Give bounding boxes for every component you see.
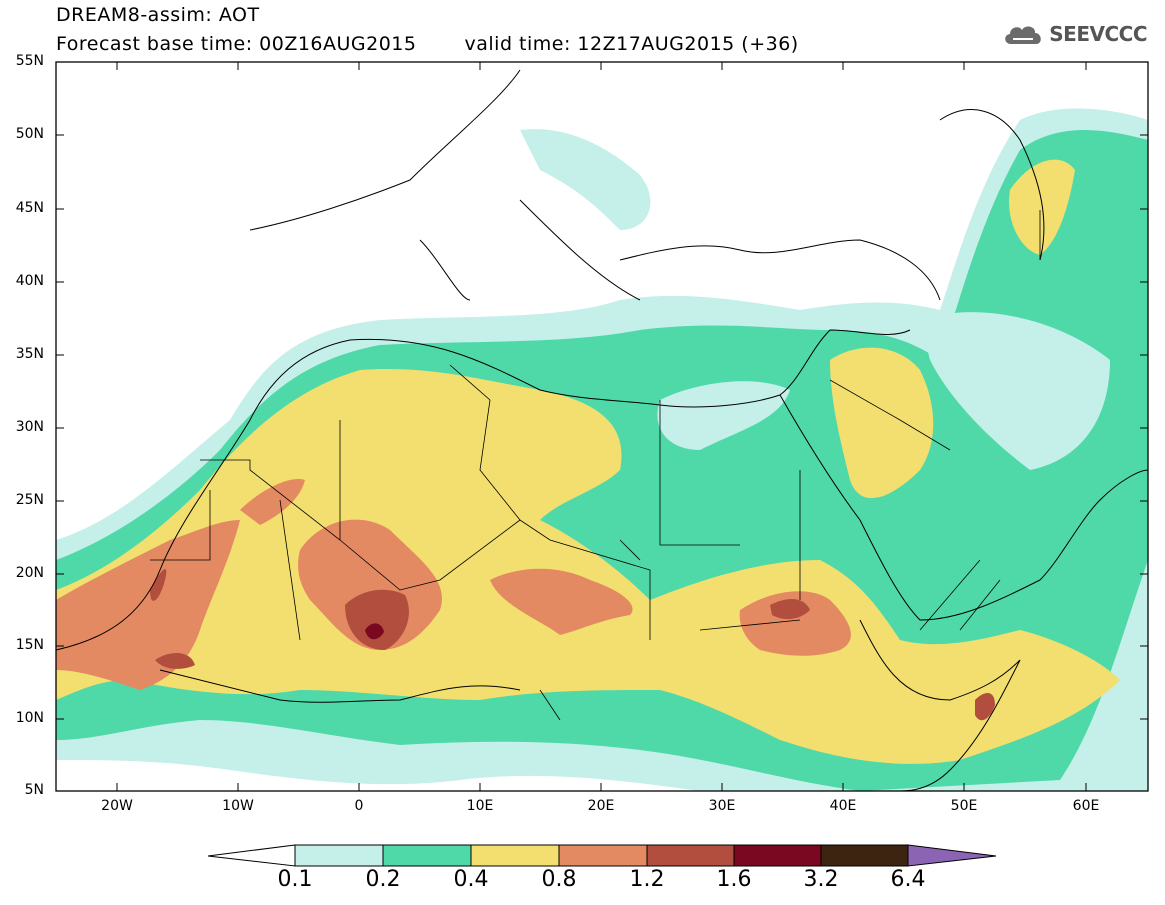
lat-label: 40N [15, 273, 44, 289]
colorbar-swatch-2 [382, 844, 472, 867]
colorbar-label: 0.2 [365, 867, 401, 892]
lon-label: 10W [222, 798, 254, 814]
valid-time: valid time: 12Z17AUG2015 (+36) [464, 33, 799, 55]
map-title: DREAM8-assim: AOT [56, 4, 260, 26]
colorbar-swatch-4 [558, 844, 648, 867]
colorbar-swatch-1 [294, 844, 384, 867]
colorbar-label: 1.2 [629, 867, 665, 892]
seevccc-logo: SEEVCCC [1001, 20, 1147, 48]
lat-label: 15N [15, 637, 44, 653]
map-frame [55, 61, 1149, 792]
lon-label: 10E [466, 798, 494, 814]
aot-band-0.4 [56, 369, 1120, 764]
aot-gap-egypt [657, 381, 790, 450]
aot-band-0.1-balkans [520, 129, 651, 230]
aot-band-0.8-chad [490, 568, 633, 635]
base-time: Forecast base time: 00Z16AUG2015 [56, 33, 417, 55]
aot-band-1.2-sudan [770, 598, 810, 620]
colorbar-swatch-3 [470, 844, 560, 867]
aot-field [56, 62, 1148, 791]
lat-label: 25N [15, 492, 44, 508]
lat-label: 55N [15, 53, 44, 69]
logo-text: SEEVCCC [1049, 22, 1147, 46]
lat-label: 50N [15, 126, 44, 142]
aot-band-0.8-morocco [240, 479, 305, 525]
lat-label: 10N [15, 710, 44, 726]
aot-gap-iran [920, 312, 1110, 470]
forecast-times: Forecast base time: 00Z16AUG2015 valid ti… [56, 33, 799, 55]
colorbar-label: 1.6 [716, 867, 752, 892]
colorbar-label: 0.1 [277, 867, 313, 892]
lat-label: 45N [15, 200, 44, 216]
lon-label: 30E [708, 798, 736, 814]
lon-label: 50E [950, 798, 978, 814]
lat-label: 30N [15, 419, 44, 435]
lon-label: 20W [101, 798, 133, 814]
aot-band-1.2-niger [345, 589, 409, 650]
lat-label: 5N [24, 782, 44, 798]
aot-band-0.8-west [56, 520, 240, 690]
colorbar-swatch-5 [646, 844, 735, 867]
colorbar-arrow-low [207, 844, 296, 867]
colorbar-label: 0.8 [541, 867, 577, 892]
lat-label: 35N [15, 346, 44, 362]
lon-label: 60E [1072, 798, 1100, 814]
colorbar-swatch-7 [820, 844, 909, 867]
aot-band-0.4-arabia [830, 347, 934, 499]
lon-label: 0 [354, 798, 364, 814]
lon-label: 20E [587, 798, 615, 814]
aot-band-1.2-somalia [975, 693, 995, 721]
colorbar-arrow-high [907, 844, 997, 867]
aot-band-1.2-west [150, 569, 195, 669]
tick-marks [56, 61, 1148, 792]
colorbar-swatch-6 [733, 844, 822, 867]
lat-label: 20N [15, 565, 44, 581]
lon-label: 40E [829, 798, 857, 814]
colorbar-label: 3.2 [803, 867, 839, 892]
colorbar-label: 0.4 [453, 867, 489, 892]
aot-band-1.6 [365, 623, 384, 640]
cloud-icon [1005, 26, 1042, 44]
aot-band-0.8-sudan [739, 591, 851, 656]
coastlines [55, 69, 1149, 792]
colorbar-label: 6.4 [890, 867, 926, 892]
colorbar [207, 844, 997, 867]
borders [150, 210, 1041, 721]
